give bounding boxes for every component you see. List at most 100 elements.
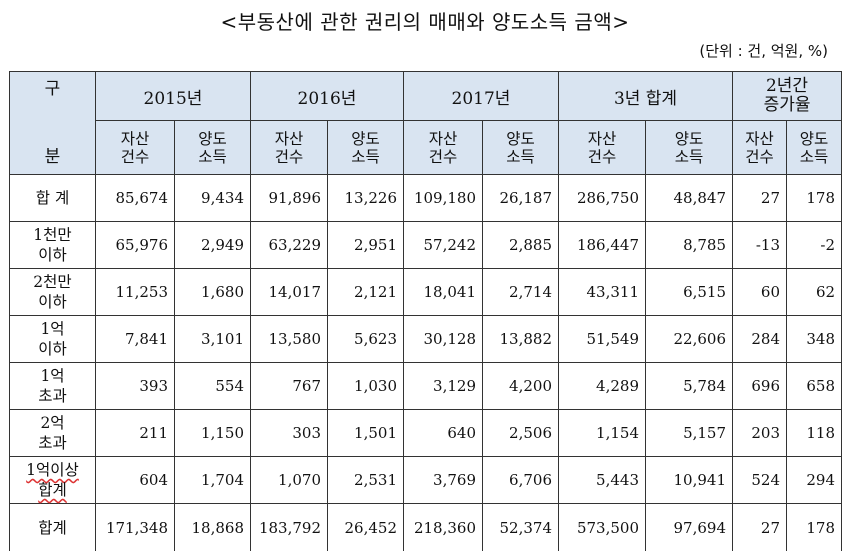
- subheader-count: 자산 건수: [250, 120, 328, 175]
- data-table: 구 분 2015년 2016년 2017년 3년 합계 2년간 증가율 자산 건…: [9, 70, 843, 551]
- table-row: 2억 초과 211 1,150 303 1,501 640 2,506 1,154 5,157 2…: [9, 409, 843, 457]
- table-cell: 3,769: [403, 456, 483, 504]
- header-year-2016: 2016년: [250, 70, 404, 122]
- table-cell: 1,501: [327, 409, 404, 457]
- table-cell: 524: [732, 456, 788, 504]
- table-cell: 186,447: [558, 221, 646, 269]
- table-cell: 13,580: [250, 315, 328, 363]
- table-cell: 658: [786, 362, 843, 410]
- table-cell: 11,253: [95, 268, 175, 316]
- table-cell: 43,311: [558, 268, 646, 316]
- table-cell: 294: [786, 456, 843, 504]
- table-cell: 178: [786, 503, 843, 551]
- table-cell: -2: [786, 221, 843, 269]
- table-row: 1천만 이하 65,976 2,949 63,229 2,951 57,242 2,885 1…: [9, 221, 843, 269]
- table-cell: 52,374: [482, 503, 559, 551]
- table-cell: 4,200: [482, 362, 559, 410]
- table-cell: 1,680: [174, 268, 251, 316]
- table-cell: 48,847: [644, 174, 734, 222]
- table-cell: 284: [732, 315, 788, 363]
- table-cell: 218,360: [403, 503, 483, 551]
- table-row: 합계 171,348 18,868 183,792 26,452 218,360 52,37…: [9, 503, 843, 551]
- row-label: 1억 이하: [9, 315, 96, 363]
- subheader-count: 자산 건수: [403, 120, 483, 175]
- table-cell: 5,443: [558, 456, 646, 504]
- table-cell: 63,229: [250, 221, 328, 269]
- table-cell: 13,882: [482, 315, 559, 363]
- table-cell: 91,896: [250, 174, 328, 222]
- row-label: 합 계: [9, 174, 96, 222]
- table-cell: -13: [732, 221, 788, 269]
- table-cell: 640: [403, 409, 483, 457]
- table-cell: 348: [786, 315, 843, 363]
- table-cell: 1,150: [174, 409, 251, 457]
- table-cell: 696: [732, 362, 788, 410]
- table-cell: 3,129: [403, 362, 483, 410]
- subheader-count: 자산 건수: [95, 120, 175, 175]
- table-cell: 2,506: [482, 409, 559, 457]
- table-cell: 3,101: [174, 315, 251, 363]
- table-cell: 5,784: [644, 362, 734, 410]
- table-cell: 6,706: [482, 456, 559, 504]
- table-cell: 303: [250, 409, 328, 457]
- subheader-income: 양도 소득: [482, 120, 559, 175]
- subheader-count: 자산 건수: [558, 120, 646, 175]
- row-label: 합계: [9, 503, 96, 551]
- table-cell: 27: [732, 174, 788, 222]
- table-cell: 2,885: [482, 221, 559, 269]
- row-label: 1천만 이하: [9, 221, 96, 269]
- header-row-sub: 자산 건수 양도 소득 자산 건수 양도 소득 자산 건수 양도 소득 자산 건…: [10, 120, 843, 175]
- table-cell: 767: [250, 362, 328, 410]
- table-cell: 1,070: [250, 456, 328, 504]
- header-year-2017: 2017년: [403, 70, 559, 122]
- table-cell: 60: [732, 268, 788, 316]
- table-row: 합 계 85,674 9,434 91,896 13,226 109,180 26,187 2…: [9, 174, 843, 222]
- header-gubun: 구 분: [9, 71, 96, 175]
- table-cell: 171,348: [95, 503, 175, 551]
- table-cell: 85,674: [95, 174, 175, 222]
- table-cell: 2,531: [327, 456, 404, 504]
- table-cell: 26,187: [482, 174, 559, 222]
- subheader-income: 양도 소득: [644, 120, 734, 175]
- table-cell: 6,515: [644, 268, 734, 316]
- table-cell: 178: [786, 174, 843, 222]
- table-row: 1억 초과 393 554 767 1,030 3,129 4,200 4,289 5,784 6…: [9, 362, 843, 410]
- table-cell: 183,792: [250, 503, 328, 551]
- table-cell: 1,704: [174, 456, 251, 504]
- table-row: 1억 이하 7,841 3,101 13,580 5,623 30,128 13,882 51…: [9, 315, 843, 363]
- table-row: 2천만 이하 11,253 1,680 14,017 2,121 18,041 2,714 4…: [9, 268, 843, 316]
- table-cell: 26,452: [327, 503, 404, 551]
- table-cell: 18,868: [174, 503, 251, 551]
- table-cell: 65,976: [95, 221, 175, 269]
- table-cell: 554: [174, 362, 251, 410]
- table-row: 1억이상 합계 604 1,704 1,070 2,531 3,769 6,706 5,443…: [9, 456, 843, 504]
- table-cell: 13,226: [327, 174, 404, 222]
- row-label: 2억 초과: [9, 409, 96, 457]
- row-label: 2천만 이하: [9, 268, 96, 316]
- table-cell: 393: [95, 362, 175, 410]
- table-cell: 5,623: [327, 315, 404, 363]
- table-cell: 1,154: [558, 409, 646, 457]
- table-cell: 573,500: [558, 503, 646, 551]
- table-cell: 10,941: [644, 456, 734, 504]
- table-cell: 97,694: [644, 503, 734, 551]
- header-row-years: 구 분 2015년 2016년 2017년 3년 합계 2년간 증가율: [9, 70, 843, 175]
- table-cell: 18,041: [403, 268, 483, 316]
- header-year-2015: 2015년: [95, 70, 251, 122]
- table-cell: 57,242: [403, 221, 483, 269]
- table-cell: 7,841: [95, 315, 175, 363]
- table-cell: 30,128: [403, 315, 483, 363]
- table-cell: 8,785: [644, 221, 734, 269]
- table-cell: 2,951: [327, 221, 404, 269]
- table-cell: 51,549: [558, 315, 646, 363]
- row-label: 1억이상 합계: [9, 456, 96, 504]
- table-cell: 2,121: [327, 268, 404, 316]
- table-cell: 5,157: [644, 409, 734, 457]
- table-cell: 118: [786, 409, 843, 457]
- table-cell: 22,606: [644, 315, 734, 363]
- table-cell: 27: [732, 503, 788, 551]
- header-3yr-total: 3년 합계: [557, 70, 734, 122]
- subheader-income: 양도 소득: [174, 120, 251, 175]
- subheader-count: 자산 건수: [732, 120, 788, 175]
- table-cell: 9,434: [174, 174, 251, 222]
